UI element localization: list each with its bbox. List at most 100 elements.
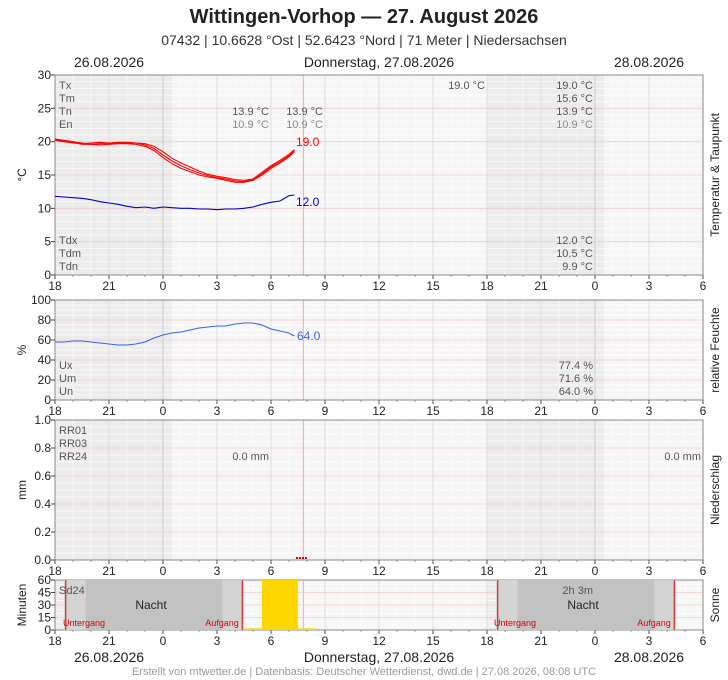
y-tick-label: 0.2	[34, 525, 51, 539]
temp-legend-tn: Tn	[59, 106, 72, 118]
sunrise-label: Aufgang	[205, 618, 239, 628]
x-tick-label: 0	[592, 564, 599, 578]
x-tick-label: 0	[592, 634, 599, 648]
x-tick-label: 0	[160, 279, 167, 293]
dew-legend-tdn: Tdn	[59, 261, 78, 273]
precip-marker	[302, 557, 304, 559]
y-tick-label: 0	[44, 393, 51, 407]
tx-mid-value: 19.0 °C	[448, 80, 485, 92]
x-tick-label: 21	[534, 279, 548, 293]
date-center: Donnerstag, 27.08.2026	[304, 54, 454, 70]
y-tick-label: 0	[44, 623, 51, 637]
temp-legend-tm: Tm	[59, 93, 75, 105]
humidity-end-label: 64.0	[297, 329, 321, 343]
y-tick-label: 5	[44, 235, 51, 249]
en-cur-value: 10.9 °C	[286, 119, 323, 131]
x-tick-label: 6	[268, 279, 275, 293]
x-tick-label: 21	[534, 634, 548, 648]
y-tick-label: 40	[38, 353, 52, 367]
y-tick-label: 0.0	[34, 553, 51, 567]
x-tick-label: 15	[426, 279, 440, 293]
x-tick-label: 6	[700, 634, 707, 648]
date-left-bottom: 26.08.2026	[74, 649, 144, 665]
footer-credit: Erstellt von mtwetter.de | Datenbasis: D…	[131, 666, 597, 678]
humidity-legend-ux: Ux	[59, 360, 73, 372]
x-tick-label: 0	[160, 404, 167, 418]
x-tick-label: 18	[48, 279, 62, 293]
x-tick-label: 18	[480, 634, 494, 648]
y-tick-label: 0.8	[34, 441, 51, 455]
x-tick-label: 0	[160, 564, 167, 578]
x-tick-label: 3	[214, 404, 221, 418]
x-tick-label: 9	[322, 634, 329, 648]
x-tick-label: 6	[700, 564, 707, 578]
x-tick-label: 21	[102, 404, 116, 418]
tn-cur-value: 13.9 °C	[286, 106, 323, 118]
x-tick-label: 18	[480, 564, 494, 578]
humidity-value: 77.4 %	[559, 360, 593, 372]
temp-legend-tx: Tx	[59, 80, 72, 92]
y-tick-label: 60	[38, 333, 52, 347]
y-tick-label: 0	[44, 268, 51, 282]
x-tick-label: 9	[322, 404, 329, 418]
tm-right-value: 15.6 °C	[556, 93, 593, 105]
y-tick-label: 25	[38, 101, 52, 115]
y-tick-label: 45	[38, 586, 52, 600]
x-tick-label: 6	[700, 404, 707, 418]
y-tick-label: 20	[38, 373, 52, 387]
tn-prev-value: 13.9 °C	[232, 106, 269, 118]
temp-legend-en: En	[59, 119, 72, 131]
temperature-line	[54, 138, 295, 181]
x-tick-label: 6	[268, 634, 275, 648]
x-tick-label: 21	[102, 564, 116, 578]
side-label: Niederschlag	[708, 455, 722, 525]
dew-legend-tdx: Tdx	[59, 235, 78, 247]
y-tick-label: 10	[38, 201, 52, 215]
y-tick-label: 30	[38, 68, 52, 82]
x-tick-label: 3	[214, 564, 221, 578]
dew-end-label: 12.0	[296, 195, 320, 209]
dewpoint-line	[54, 194, 295, 211]
y-tick-label: 30	[38, 598, 52, 612]
temp-end-label: 19.0	[296, 135, 320, 149]
x-tick-label: 18	[48, 404, 62, 418]
y-tick-label: 100	[31, 293, 51, 307]
x-tick-label: 12	[372, 279, 386, 293]
y-tick-label: 0.6	[34, 469, 51, 483]
page-title: Wittingen-Vorhop — 27. August 2026	[189, 6, 539, 28]
date-center-bottom: Donnerstag, 27.08.2026	[304, 649, 454, 665]
x-tick-label: 3	[214, 634, 221, 648]
y-tick-label: 80	[38, 313, 52, 327]
night-band-core	[517, 580, 655, 630]
x-tick-label: 21	[102, 279, 116, 293]
x-tick-label: 6	[700, 279, 707, 293]
x-tick-label: 15	[426, 564, 440, 578]
y-tick-label: 0.4	[34, 497, 51, 511]
date-right-bottom: 28.08.2026	[614, 649, 684, 665]
x-tick-label: 0	[160, 634, 167, 648]
x-tick-label: 3	[214, 279, 221, 293]
x-tick-label: 21	[534, 404, 548, 418]
y-tick-label: 1.0	[34, 413, 51, 427]
x-tick-label: 12	[372, 634, 386, 648]
en-right-value: 10.9 °C	[556, 119, 593, 131]
station-info: 07432 | 10.6628 °Ost | 52.6423 °Nord | 7…	[161, 32, 567, 48]
x-tick-label: 3	[646, 279, 653, 293]
x-tick-label: 9	[322, 564, 329, 578]
x-tick-label: 15	[426, 404, 440, 418]
humidity-legend-un: Un	[59, 386, 73, 398]
side-label: relative Feuchte	[708, 307, 722, 393]
sunshine-bar	[244, 628, 262, 630]
x-tick-label: 3	[646, 634, 653, 648]
sunset-label-2: Untergang	[494, 618, 536, 628]
x-tick-label: 15	[426, 634, 440, 648]
sunshine-bar	[298, 628, 316, 630]
x-tick-label: 18	[48, 634, 62, 648]
x-tick-label: 6	[268, 404, 275, 418]
sunrise-label-2: Aufgang	[637, 618, 671, 628]
x-tick-label: 18	[480, 404, 494, 418]
x-tick-label: 21	[534, 564, 548, 578]
sunshine-bar	[262, 580, 280, 630]
x-tick-label: 9	[322, 279, 329, 293]
x-tick-label: 6	[268, 564, 275, 578]
